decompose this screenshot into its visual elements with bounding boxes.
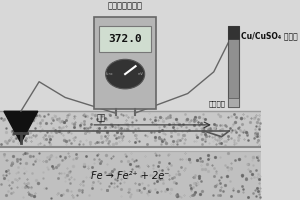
Bar xyxy=(0,111,261,147)
Polygon shape xyxy=(4,111,38,143)
Circle shape xyxy=(106,59,145,89)
Text: func: func xyxy=(106,72,113,76)
Text: Fe → Fe²⁺ + 2e⁻: Fe → Fe²⁺ + 2e⁻ xyxy=(91,171,170,181)
Bar xyxy=(228,98,238,107)
Text: 372.0: 372.0 xyxy=(108,34,142,44)
Bar xyxy=(94,17,156,109)
Text: 多孔木塞: 多孔木塞 xyxy=(208,100,226,107)
Text: mV: mV xyxy=(138,72,144,76)
Bar xyxy=(228,26,238,39)
Bar xyxy=(228,26,238,107)
Text: Cu/CuSO₄ 半电极: Cu/CuSO₄ 半电极 xyxy=(241,32,298,41)
Bar xyxy=(99,26,151,52)
Text: 高灵敏度万用表: 高灵敏度万用表 xyxy=(108,2,142,11)
Text: 电流: 电流 xyxy=(97,113,106,122)
Bar xyxy=(0,151,261,200)
